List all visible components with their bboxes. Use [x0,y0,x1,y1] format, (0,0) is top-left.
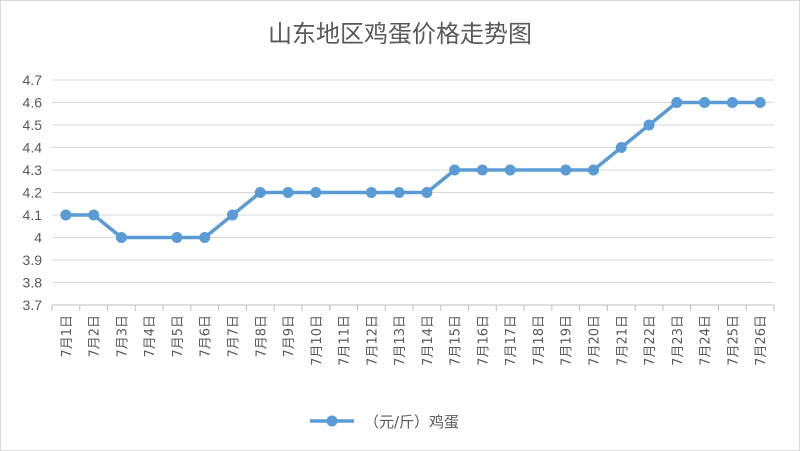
x-tick-label: 7月23日 [671,315,686,366]
data-point [88,209,100,221]
x-tick-label: 7月10日 [310,315,325,366]
x-tick-label: 7月17日 [504,315,519,366]
data-point [115,232,127,243]
x-axis-ticks: 7月1日 7月2日 7月3日 7月4日 7月5日 7月6日 7月7日 7月8日 7月9日 7月10… [60,315,769,366]
data-point [476,164,488,176]
data-point [643,119,655,131]
x-tick-label: 7月26日 [754,315,769,366]
x-tick-label: 7月25日 [726,315,741,366]
data-point [699,97,711,108]
y-tick-label: 3.9 [23,252,43,268]
data-point [310,187,322,198]
data-point [199,232,211,243]
data-point [393,187,405,198]
data-point [588,164,599,176]
x-tick-label: 7月14日 [421,315,436,366]
chart-title: 山东地区鸡蛋价格走势图 [268,20,532,48]
x-tick-label: 7月20日 [588,315,603,366]
x-tick-label: 7月11日 [338,315,353,366]
x-tick-label: 7月24日 [699,315,714,366]
data-point [254,187,266,198]
x-tick-label: 7月21日 [615,315,630,366]
data-point [171,232,183,243]
data-point [671,97,683,108]
x-tick-label: 7月6日 [199,315,214,358]
x-tick-label: 7月7日 [227,315,242,358]
y-tick-label: 3.8 [23,275,43,291]
x-tick-label: 7月22日 [643,315,658,366]
x-tick-label: 7月16日 [476,315,491,366]
y-tick-label: 4.2 [23,185,43,201]
x-tick-label: 7月2日 [88,315,103,358]
legend-marker [326,415,338,427]
y-tick-label: 4.4 [23,140,43,156]
data-point [615,142,627,153]
y-tick-label: 4.3 [23,162,43,178]
x-tick-label: 7月1日 [60,315,75,358]
data-point [726,97,738,108]
x-tick-label: 7月8日 [254,315,269,358]
y-tick-label: 4.1 [23,207,43,223]
y-axis-ticks: 4.7 4.6 4.5 4.4 4.3 4.2 4.1 4 3.9 3.8 3.7 [23,72,43,313]
data-point [60,209,72,221]
x-tick-label: 7月3日 [115,315,130,358]
x-tick-label: 7月12日 [365,315,380,366]
data-point [227,209,238,221]
x-tick-label: 7月18日 [532,315,547,366]
legend: （元/斤）鸡蛋 [310,413,459,431]
data-point [754,97,766,108]
x-axis [51,304,775,311]
x-tick-label: 7月19日 [560,315,575,366]
data-point [560,164,572,176]
x-tick-label: 7月4日 [143,315,158,358]
y-tick-label: 4 [34,230,42,246]
x-tick-label: 7月9日 [282,315,297,358]
data-point [365,187,377,198]
data-point [421,187,433,198]
x-tick-label: 7月15日 [449,315,464,366]
x-tick-label: 7月13日 [393,315,408,366]
data-point [504,164,516,176]
data-point [282,187,294,198]
data-point [449,164,461,176]
legend-label: （元/斤）鸡蛋 [364,413,459,431]
y-tick-label: 4.6 [23,95,43,111]
x-tick-label: 7月5日 [171,315,186,358]
y-tick-label: 4.5 [23,117,43,133]
series-group [60,97,766,243]
y-tick-label: 3.7 [23,297,43,313]
y-tick-label: 4.7 [23,72,43,88]
